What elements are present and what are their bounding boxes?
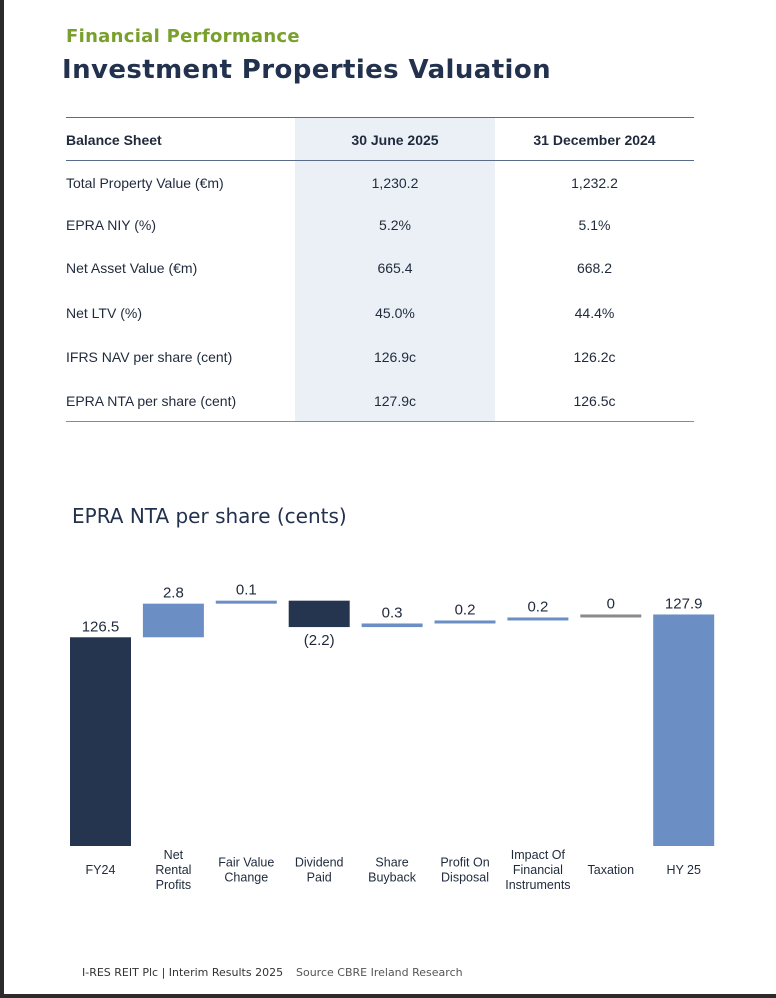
bar-value-label: (2.2)	[304, 632, 335, 649]
row-value-june-2025: 127.9c	[373, 393, 417, 409]
table-row: Net LTV (%) 45.0% 44.4%	[66, 291, 694, 335]
category-label-line: Change	[224, 871, 268, 885]
category-label-line: FY24	[86, 863, 116, 877]
column-header-label: Balance Sheet	[66, 132, 162, 148]
table-row: Total Property Value (€m) 1,230.2 1,232.…	[66, 161, 694, 205]
category-label-line: Net	[164, 848, 184, 862]
category-label-line: Financial	[513, 863, 563, 877]
category-label-line: Profits	[156, 878, 191, 892]
bar-value-label: 0.2	[455, 601, 476, 618]
category-label-line: Dividend	[295, 856, 344, 870]
row-value-dec-2024: 126.2c	[573, 349, 616, 365]
bar-6	[507, 617, 569, 621]
row-label: Total Property Value (€m)	[66, 175, 224, 191]
row-label: Net LTV (%)	[66, 305, 142, 321]
row-label: EPRA NTA per share (cent)	[66, 393, 237, 409]
table-row: Net Asset Value (€m) 665.4 668.2	[66, 246, 694, 290]
bar-3	[288, 600, 350, 628]
bar-value-label: 126.5	[82, 618, 120, 635]
category-label-line: Taxation	[588, 863, 635, 877]
category-label-line: HY 25	[666, 863, 701, 877]
footer-company: I-RES REIT Plc | Interim Results 2025	[82, 966, 284, 979]
bar-7	[580, 614, 642, 618]
row-value-dec-2024: 668.2	[576, 260, 613, 276]
bottom-border	[0, 994, 776, 998]
balance-sheet-table: Balance Sheet 30 June 2025 31 December 2…	[66, 117, 694, 422]
bar-5	[434, 620, 496, 624]
category-label-line: Instruments	[505, 878, 570, 892]
page-title: Investment Properties Valuation	[62, 55, 552, 85]
row-value-dec-2024: 5.1%	[578, 217, 611, 233]
row-value-june-2025: 665.4	[377, 260, 413, 276]
bar-8	[653, 614, 715, 846]
category-label: FY24	[86, 863, 116, 877]
left-border	[0, 0, 4, 998]
table-header-row: Balance Sheet 30 June 2025 31 December 2…	[66, 117, 694, 161]
row-value-june-2025: 1,230.2	[371, 175, 419, 191]
row-value-dec-2024: 1,232.2	[571, 175, 618, 191]
category-label-line: Rental	[155, 863, 191, 877]
section-kicker: Financial Performance	[66, 26, 300, 47]
bar-0	[70, 637, 131, 846]
table-header-rule	[66, 160, 694, 161]
row-label: IFRS NAV per share (cent)	[66, 349, 233, 365]
table-row: EPRA NTA per share (cent) 127.9c 126.5c	[66, 379, 694, 423]
category-label: Dividend Paid	[295, 856, 344, 885]
table-row: EPRA NIY (%) 5.2% 5.1%	[66, 203, 694, 247]
category-label-line: Paid	[307, 871, 332, 885]
category-label-line: Profit On	[440, 856, 489, 870]
table-bottom-rule	[66, 421, 694, 422]
category-label: Fair Value Change	[218, 856, 274, 885]
row-value-dec-2024: 44.4%	[574, 305, 615, 321]
category-label: HY 25	[666, 863, 701, 877]
row-value-june-2025: 45.0%	[375, 305, 415, 321]
category-label: Taxation	[588, 863, 635, 877]
category-label-line: Fair Value	[218, 856, 274, 870]
highlight-column	[295, 117, 495, 421]
bar-4	[361, 623, 423, 628]
bar-value-label: 0.1	[236, 582, 257, 599]
row-value-dec-2024: 126.5c	[573, 393, 616, 409]
bar-value-label: 0	[607, 595, 615, 612]
bar-value-label: 0.3	[382, 604, 403, 621]
row-value-june-2025: 126.9c	[373, 349, 417, 365]
category-label: Profit On Disposal	[440, 856, 489, 885]
row-label: EPRA NIY (%)	[66, 217, 156, 233]
category-label: Net Rental Profits	[155, 848, 191, 892]
chart-title: EPRA NTA per share (cents)	[72, 504, 347, 528]
row-value-june-2025: 5.2%	[379, 217, 411, 233]
category-label-line: Share	[375, 856, 408, 870]
bar-2	[215, 600, 277, 604]
category-label-line: Buyback	[368, 871, 417, 885]
category-label: Share Buyback	[368, 856, 417, 885]
table-row: IFRS NAV per share (cent) 126.9c 126.2c	[66, 335, 694, 379]
column-header-dec-2024: 31 December 2024	[533, 132, 656, 148]
table-top-rule	[66, 117, 694, 118]
bar-value-label: 0.2	[527, 598, 548, 615]
bar-value-label: 2.8	[163, 585, 184, 602]
row-label: Net Asset Value (€m)	[66, 260, 198, 276]
category-label: Impact Of Financial Instruments	[505, 848, 570, 892]
category-label-line: Impact Of	[511, 848, 566, 862]
waterfall-chart: 126.5 FY24 2.8 Net Rental Profits 0.1 Fair Valu…	[70, 582, 715, 892]
footer-source: Source CBRE Ireland Research	[296, 966, 463, 979]
bar-value-label: 127.9	[665, 595, 703, 612]
bar-1	[142, 603, 204, 638]
column-header-june-2025: 30 June 2025	[351, 132, 439, 148]
category-label-line: Disposal	[441, 871, 489, 885]
